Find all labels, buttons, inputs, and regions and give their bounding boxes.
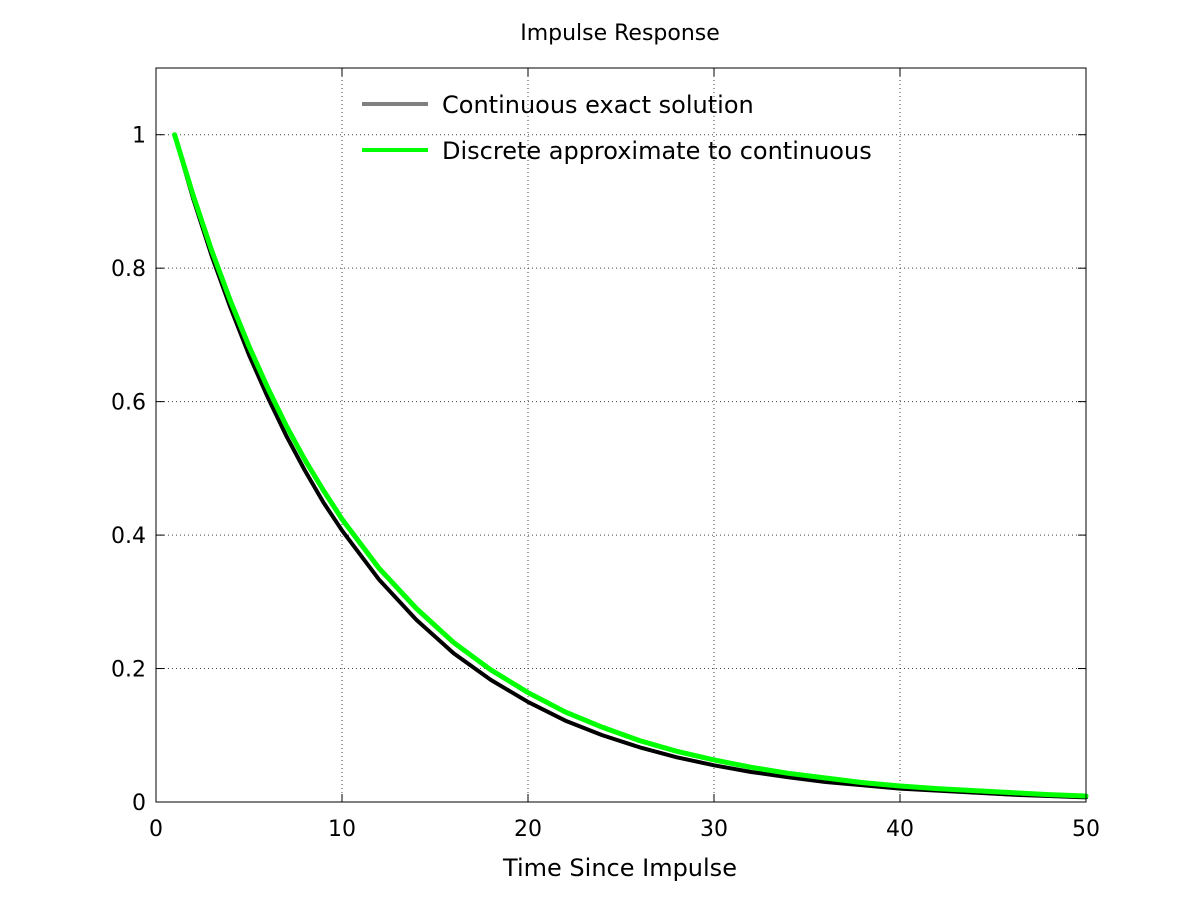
y-tick-label-4: 0.8 — [111, 257, 146, 282]
x-tick-labels: 0 10 20 30 40 50 — [149, 817, 1100, 842]
series-layer — [172, 132, 1089, 800]
grid — [156, 68, 1086, 802]
x-tick-label-2: 20 — [514, 817, 542, 842]
chart-title: Impulse Response — [520, 21, 720, 46]
series-line-0 — [172, 132, 1088, 800]
legend-label-0: Continuous exact solution — [442, 91, 754, 119]
x-tick-label-0: 0 — [149, 817, 163, 842]
y-tick-label-0: 0 — [132, 791, 146, 816]
x-tick-label-1: 10 — [328, 817, 356, 842]
ticks — [155, 68, 1087, 803]
y-tick-label-5: 1 — [132, 124, 146, 149]
y-tick-label-1: 0.2 — [111, 658, 146, 683]
y-tick-label-3: 0.6 — [111, 391, 146, 416]
y-tick-label-2: 0.4 — [111, 524, 146, 549]
x-tick-label-3: 30 — [700, 817, 728, 842]
plot-frame — [155, 67, 1087, 803]
y-tick-labels: 0 0.2 0.4 0.6 0.8 1 — [111, 124, 146, 816]
legend-label-1: Discrete approximate to continuous — [442, 137, 872, 165]
legend: Continuous exact solution Discrete approx… — [362, 91, 872, 165]
x-tick-label-5: 50 — [1072, 817, 1100, 842]
series-line-1 — [172, 132, 1089, 799]
x-axis-label: Time Since Impulse — [502, 854, 737, 882]
x-tick-label-4: 40 — [886, 817, 914, 842]
